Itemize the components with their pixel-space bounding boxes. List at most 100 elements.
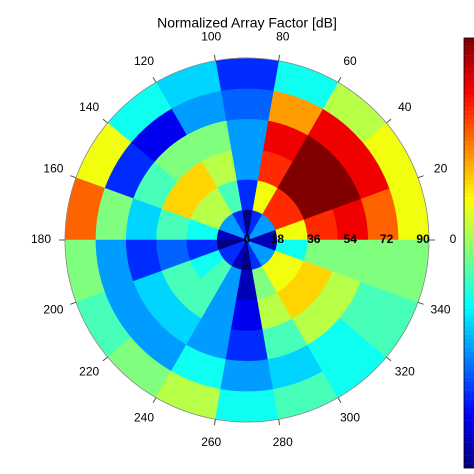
colorbar-band: [464, 81, 474, 86]
colorbar-band: [464, 85, 474, 90]
colorbar-band: [464, 214, 474, 219]
colorbar-band: [464, 119, 474, 125]
heatmap: [64, 57, 430, 423]
colorbar-band: [464, 227, 474, 232]
heat-cell: [215, 57, 279, 91]
angle-tick-label: 280: [273, 435, 293, 449]
angle-tick: [337, 76, 342, 83]
angle-tick-label: 220: [79, 365, 99, 379]
angle-tick-label: 60: [343, 54, 357, 68]
colorbar-band: [464, 184, 474, 189]
colorbar-band: [464, 222, 474, 228]
colorbar-band: [464, 115, 474, 120]
colorbar-band: [464, 102, 474, 107]
r-tick-label: 36: [307, 232, 321, 246]
angle-tick-label: 320: [395, 365, 415, 379]
colorbar-band: [464, 261, 474, 267]
colorbar-band: [464, 141, 474, 146]
colorbar-band: [464, 455, 474, 460]
angle-tick: [213, 419, 216, 426]
heat-cell: [215, 389, 279, 423]
colorbar-band: [464, 76, 474, 82]
colorbar-band: [464, 38, 474, 43]
r-tick-label: 18: [271, 232, 285, 246]
colorbar-band: [464, 248, 474, 254]
colorbar-band: [464, 308, 474, 314]
colorbar-band: [464, 106, 474, 112]
chart-title: Normalized Array Factor [dB]: [157, 15, 337, 31]
angle-tick: [213, 54, 216, 61]
colorbar-band: [464, 240, 474, 245]
colorbar-band: [464, 377, 474, 383]
colorbar-band: [464, 321, 474, 327]
colorbar-band: [464, 364, 474, 370]
angle-tick: [417, 175, 424, 179]
colorbar-band: [464, 188, 474, 193]
colorbar-band: [464, 231, 474, 236]
colorbar-band: [464, 442, 474, 447]
colorbar-band: [464, 98, 474, 103]
angle-tick: [337, 397, 342, 404]
colorbar-band: [464, 403, 474, 408]
colorbar-band: [464, 382, 474, 387]
colorbar-band: [464, 197, 474, 202]
colorbar-band: [464, 369, 474, 374]
colorbar-band: [464, 446, 474, 451]
colorbar-band: [464, 313, 474, 318]
colorbar-frame: [463, 37, 474, 469]
colorbar-band: [464, 278, 474, 284]
colorbar-band: [464, 433, 474, 439]
colorbar-band: [464, 347, 474, 353]
colorbar-band: [464, 343, 474, 348]
heat-cell: [225, 118, 269, 151]
colorbar-band: [464, 175, 474, 181]
angle-tick-label: 260: [201, 435, 221, 449]
colorbar-band: [464, 356, 474, 361]
colorbar-band: [464, 128, 474, 133]
angle-tick: [278, 419, 281, 426]
angle-tick: [70, 175, 77, 179]
colorbar-band: [464, 167, 474, 172]
colorbar-band: [464, 171, 474, 176]
colorbar-band: [464, 360, 474, 365]
angle-tick-label: 100: [201, 29, 221, 43]
angle-tick-label: 200: [43, 303, 63, 317]
heat-cell: [220, 359, 274, 392]
colorbar: [463, 37, 474, 469]
angle-tick: [386, 356, 392, 362]
angle-tick-label: 20: [434, 162, 448, 176]
colorbar-band: [464, 330, 474, 335]
colorbar-band: [464, 210, 474, 215]
colorbar-band: [464, 201, 474, 206]
colorbar-band: [464, 386, 474, 391]
colorbar-band: [464, 317, 474, 322]
angle-tick-label: 120: [134, 54, 154, 68]
angle-tick-label: 80: [276, 29, 290, 43]
colorbar-band: [464, 334, 474, 340]
colorbar-band: [464, 287, 474, 292]
colorbar-band: [464, 394, 474, 400]
angle-tick-label: 40: [398, 100, 412, 114]
colorbar-band: [464, 55, 474, 60]
colorbar-band: [464, 132, 474, 138]
colorbar-band: [464, 283, 474, 288]
angle-tick-label: 300: [340, 411, 360, 425]
colorbar-band: [464, 425, 474, 430]
colorbar-band: [464, 136, 474, 142]
angle-tick: [386, 118, 392, 124]
colorbar-band: [464, 93, 474, 99]
colorbar-band: [464, 420, 474, 426]
colorbar-band: [464, 257, 474, 262]
colorbar-band: [464, 351, 474, 357]
colorbar-band: [464, 192, 474, 198]
colorbar-band: [464, 450, 474, 456]
colorbar-band: [464, 244, 474, 249]
colorbar-band: [464, 50, 474, 56]
r-tick-label: 90: [416, 232, 430, 246]
colorbar-band: [464, 416, 474, 421]
angle-tick: [152, 397, 157, 404]
colorbar-band: [464, 42, 474, 47]
colorbar-band: [464, 63, 474, 69]
angle-tick-label: 140: [79, 100, 99, 114]
